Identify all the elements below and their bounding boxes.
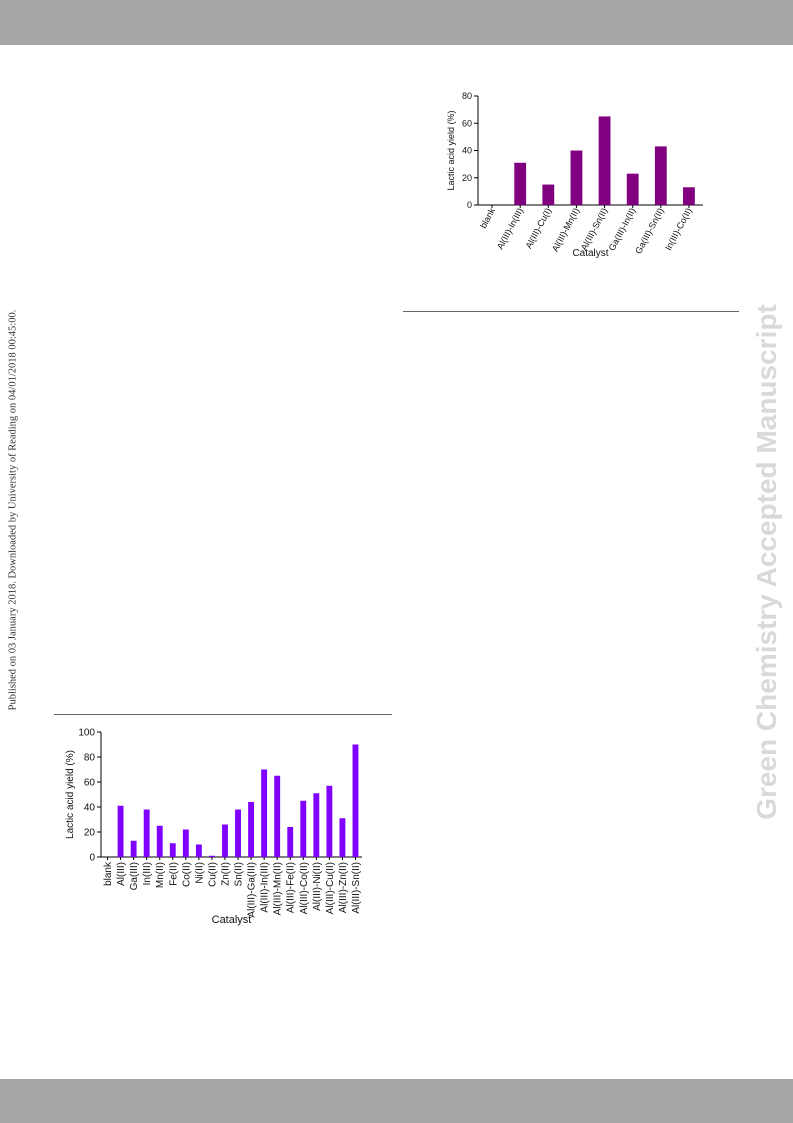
x-tick-label: Al(III)-Co(II): [299, 862, 310, 914]
x-tick-label: Sn(II): [234, 862, 245, 886]
bar: [235, 809, 241, 857]
bar: [143, 809, 150, 857]
x-axis-title: Catalyst: [572, 248, 608, 259]
y-axis-title: Lactic acid yield (%): [446, 110, 456, 190]
bar: [169, 843, 176, 857]
chart-single-and-binary-catalysts: 0 20 40 60 80 100 blank Al(III) Ga(III) In(III) Mn…: [58, 722, 368, 928]
y-tick-label: 80: [462, 91, 472, 101]
bar: [626, 173, 639, 205]
x-tick-label: blank: [478, 206, 497, 230]
x-tick-label: Al(III)-Mn(II): [273, 862, 284, 915]
x-tick-label: In(III): [142, 862, 153, 885]
bar: [514, 162, 527, 205]
x-tick-label: In(III)-Co(II): [663, 206, 694, 252]
bar: [313, 793, 320, 857]
publication-note: Published on 03 January 2018. Downloaded…: [2, 300, 24, 720]
bar: [130, 840, 137, 857]
x-tick-label: Al(III)-In(III): [495, 206, 525, 251]
x-tick-label: blank: [103, 861, 114, 886]
x-tick-label: Co(II): [181, 862, 192, 887]
y-tick-label: 100: [78, 728, 95, 739]
x-axis-title: Catalyst: [212, 914, 252, 926]
bar: [654, 146, 667, 205]
bar: [156, 825, 163, 857]
x-tick-label: Al(III)-In(III): [260, 862, 271, 913]
x-tick-label: Ga(III)-In(II): [607, 206, 638, 252]
bar: [208, 855, 215, 857]
x-tick-label: Fe(II): [168, 862, 179, 886]
bar: [261, 769, 268, 857]
bar: [300, 800, 307, 857]
bar: [326, 785, 333, 857]
y-tick-label: 0: [467, 200, 472, 210]
x-tick-label: Al(III)-Ga(III): [247, 862, 258, 918]
x-tick-label: Al(III): [116, 862, 127, 886]
y-tick-label: 40: [462, 146, 472, 156]
bar: [222, 824, 228, 857]
bar: [542, 184, 555, 205]
x-tick-label: Ga(III): [129, 862, 140, 890]
y-tick-label: 20: [462, 173, 472, 183]
top-header-band: [0, 0, 793, 45]
section-divider-right: [403, 311, 739, 312]
bottom-footer-band: [0, 1079, 793, 1123]
x-tick-label: Al(III)-Cu(I): [524, 206, 554, 250]
y-axis-title: Lactic acid yield (%): [65, 750, 76, 839]
binary-catalyst-bar-chart: 0 20 40 60 80 blankAl(III)-In(III)Al(III)-Cu(…: [446, 91, 703, 259]
x-tick-label: Zn(II): [220, 862, 231, 886]
x-tick-label: Al(III)-Mn(II): [550, 206, 581, 253]
y-tick-label: 60: [462, 118, 472, 128]
bar: [683, 187, 695, 205]
bar: [598, 116, 611, 205]
bar: [248, 802, 255, 857]
bar: [287, 827, 294, 857]
y-tick-label: 80: [84, 753, 96, 764]
y-tick-label: 60: [84, 778, 96, 789]
y-tick-label: 20: [84, 828, 96, 839]
x-tick-label: Al(III)-Zn(II): [338, 862, 349, 913]
bar: [195, 844, 202, 857]
manuscript-watermark: Green Chemistry Accepted Manuscript: [745, 262, 789, 862]
bar: [339, 818, 346, 857]
section-divider-left: [54, 714, 392, 715]
catalyst-screening-bar-chart: 0 20 40 60 80 100 blank Al(III) Ga(III) In(III) Mn…: [65, 728, 362, 926]
y-tick-label: 40: [84, 803, 96, 814]
x-tick-label: Al(III)-Fe(II): [286, 862, 297, 913]
x-tick-label: Al(III)-Ni(II): [312, 862, 323, 911]
x-tick-label: Cu(II): [207, 862, 218, 887]
bar: [570, 150, 583, 205]
bar: [182, 829, 189, 857]
bar: [352, 744, 359, 857]
x-tick-label: Al(III)-Sn(II): [579, 206, 610, 252]
bar: [274, 775, 281, 857]
manuscript-watermark-text: Green Chemistry Accepted Manuscript: [751, 304, 782, 820]
x-tick-label: Mn(II): [155, 862, 166, 888]
publication-note-text: Published on 03 January 2018. Downloaded…: [7, 309, 19, 711]
bar: [117, 805, 124, 857]
x-tick-label: Ga(III)-Sn(II): [633, 206, 666, 255]
x-tick-label: Ni(II): [194, 862, 205, 884]
chart-binary-catalysts: 0 20 40 60 80 blank Al(III)-In(III) Al(III)-Cu(…: [441, 88, 731, 270]
x-tick-label: Al(III)-Sn(II): [351, 862, 362, 914]
x-tick-label: Al(III)-Cu(II): [325, 862, 336, 914]
y-tick-label: 0: [89, 853, 95, 864]
